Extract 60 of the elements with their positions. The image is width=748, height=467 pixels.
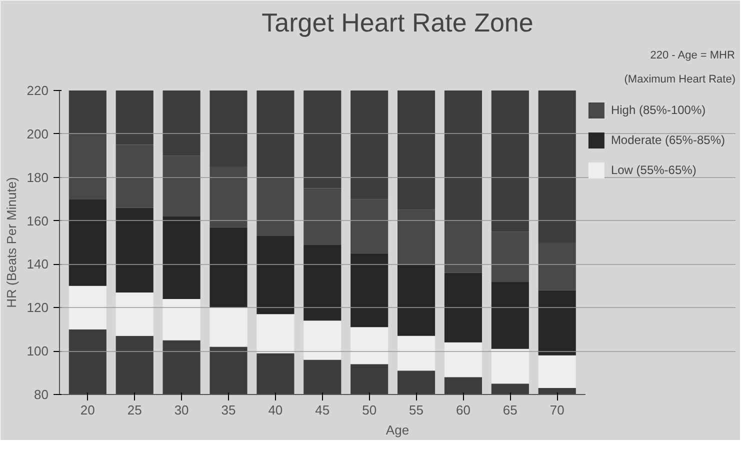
bar (162, 298, 200, 340)
bar (444, 377, 482, 394)
x-tick-label: 45 (315, 402, 330, 418)
bar (162, 216, 200, 299)
x-tick-label: 40 (268, 402, 283, 418)
bar (116, 336, 154, 394)
bar (491, 348, 529, 384)
bar (398, 264, 436, 336)
bar (538, 388, 576, 394)
y-tick-label: 180 (26, 170, 49, 185)
bar (68, 199, 106, 286)
bar (304, 244, 342, 321)
bar (350, 253, 388, 328)
x-tick-label: 30 (174, 402, 189, 418)
legend-label: Moderate (65%-85%) (610, 133, 725, 147)
bar (256, 236, 294, 314)
bar (398, 336, 436, 371)
bar (210, 227, 248, 308)
bar (256, 314, 294, 354)
y-tick-label: 200 (26, 126, 49, 142)
y-tick-label: 80 (34, 387, 49, 402)
bar (68, 329, 106, 394)
x-tick-label: 70 (550, 402, 564, 418)
bar (210, 346, 248, 394)
x-tick-label: 50 (362, 402, 377, 418)
bar (162, 340, 200, 394)
x-tick-label: 65 (502, 402, 518, 418)
text: 220 - Age = MHR (650, 50, 735, 62)
legend-label: Low (55%-65%) (610, 163, 696, 177)
bar (210, 308, 248, 347)
bar (116, 292, 154, 336)
bar (350, 364, 388, 394)
bar (68, 286, 106, 330)
x-tick-label: 60 (456, 402, 470, 418)
bar (538, 290, 576, 356)
y-tick-label: 140 (26, 256, 49, 272)
bar (256, 353, 294, 394)
legend-label: High (85%-100%) (610, 103, 706, 117)
y-tick-label: 100 (26, 344, 49, 359)
x-axis-title: Age (386, 422, 410, 438)
bar (116, 208, 154, 292)
x-tick-label: 35 (221, 402, 236, 418)
bar (538, 355, 576, 388)
bar (491, 384, 529, 394)
text: (Maximum Heart Rate) (624, 74, 736, 86)
bar (304, 320, 342, 360)
x-tick-label: 55 (409, 402, 424, 418)
y-axis-title: HR (Beats Per Minute) (4, 177, 19, 308)
bar (444, 342, 482, 378)
x-tick-label: 25 (127, 402, 142, 418)
bar (398, 370, 436, 394)
y-tick-label: 160 (26, 213, 49, 228)
chart-title: Target Heart Rate Zone (262, 8, 534, 38)
bar (350, 327, 388, 364)
bar (444, 272, 482, 342)
bar (304, 360, 342, 394)
bar (491, 282, 529, 349)
x-tick-label: 20 (80, 402, 95, 418)
y-tick-label: 220 (26, 83, 49, 98)
y-tick-label: 120 (26, 300, 49, 316)
